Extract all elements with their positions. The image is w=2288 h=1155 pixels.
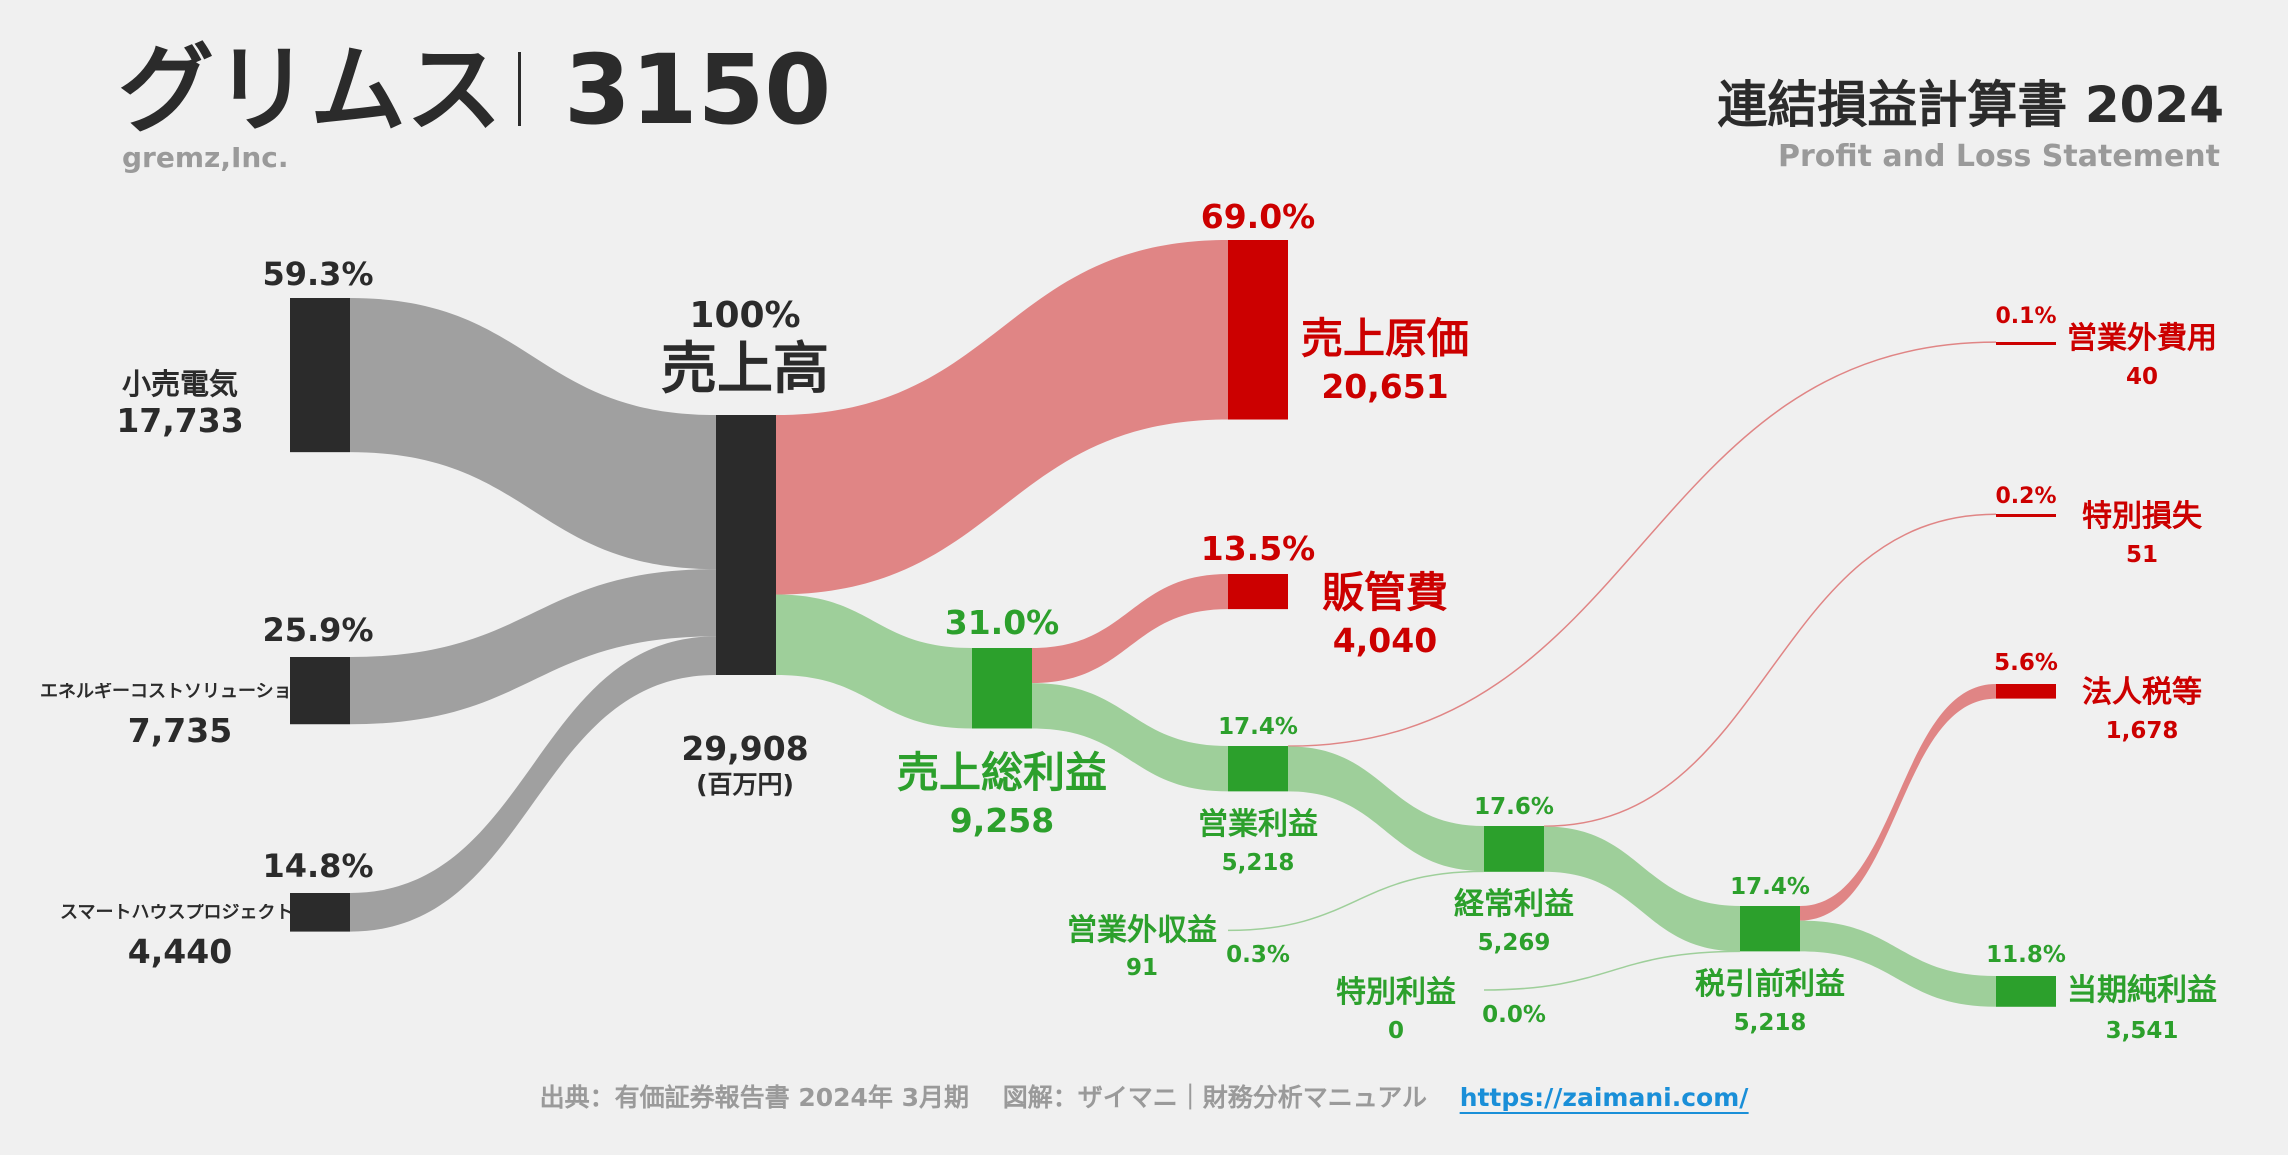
gross-percent: 31.0% [944,603,1060,642]
company-english-name: gremz,Inc. [122,141,289,174]
link-nonop_inc-to-ordinary [1227,870,1485,932]
source-text: 出典：有価証券報告書 2024年 3月期 図解：ザイマニ｜財務分析マニュアル [539,1083,1427,1112]
company-name: グリムス [118,34,502,146]
special-loss-percent: 0.2% [1995,484,2057,509]
net-value: 3,541 [2105,1018,2179,1044]
tax-label: 法人税等 [2082,675,2202,710]
link-op-to-ordinary [1288,746,1484,872]
sga-value: 4,040 [1332,621,1438,660]
title-divider [518,52,521,126]
op-value: 5,218 [1221,850,1295,876]
gross-label: 売上総利益 [896,748,1108,797]
special-gain-label: 特別利益 [1336,975,1456,1010]
link-revenue-to-cogs [776,240,1228,595]
tax-value: 1,678 [2105,718,2179,744]
nonop-income-label: 営業外収益 [1067,913,1217,948]
special-gain-value: 0 [1387,1018,1405,1044]
node-revenue [716,415,776,675]
energy-percent: 25.9% [262,611,374,649]
node-sga [1228,574,1288,610]
link-sp_gain-to-pretax [1483,950,1741,991]
node-pretax [1740,906,1800,952]
stock-code: 3150 [564,34,832,146]
ordinary-value: 5,269 [1477,930,1551,956]
sga-label: 販管費 [1321,568,1449,617]
link-revenue-to-gross [776,594,972,729]
node-sp_loss [1996,514,2056,517]
pretax-label: 税引前利益 [1695,967,1845,1002]
special-gain-percent: 0.0% [1482,1002,1546,1028]
revenue-label: 売上高 [661,337,829,402]
node-tax [1996,684,2056,699]
smart-label-clip: スマートハウスプロジェクト [60,904,292,928]
smart-label: スマートハウスプロジェクト [60,904,292,923]
tax-percent: 5.6% [1994,650,2058,676]
source-footer: 出典：有価証券報告書 2024年 3月期 図解：ザイマニ｜財務分析マニュアル h… [540,1078,1749,1114]
node-gross [972,648,1032,729]
cogs-value: 20,651 [1321,367,1449,406]
link-pretax-to-tax [1800,684,1996,921]
link-gross-to-sga [1032,574,1228,684]
revenue-value: 29,908 [681,729,809,768]
cogs-percent: 69.0% [1200,197,1316,236]
op-label: 営業利益 [1198,807,1318,842]
node-energy [290,657,350,725]
node-cogs [1228,240,1288,420]
link-energy-to-revenue [350,569,716,725]
link-retail-to-revenue [350,298,716,570]
nonop-income-value: 91 [1125,955,1159,981]
retail-percent: 59.3% [262,255,374,293]
node-smart [290,893,350,932]
special-loss-label: 特別損失 [2082,499,2202,534]
retail-label: 小売電気 [121,367,239,401]
link-ordinary-to-pretax [1544,826,1740,952]
energy-value: 7,735 [127,711,233,750]
link-ordinary-to-sp_loss [1543,513,1997,827]
op-percent: 17.4% [1218,714,1298,740]
smart-value: 4,440 [127,932,233,971]
link-smart-to-revenue [350,636,716,932]
link-op-to-nonop_exp [1287,341,1997,747]
retail-value: 17,733 [116,401,244,440]
ordinary-percent: 17.6% [1474,794,1554,820]
link-gross-to-op [1032,683,1228,792]
special-loss-value: 51 [2125,542,2159,568]
sga-percent: 13.5% [1200,529,1316,568]
pretax-percent: 17.4% [1730,874,1810,900]
energy-label-clip: エネルギーコストソリューション [40,683,288,707]
ordinary-label: 経常利益 [1454,887,1574,922]
nonop-expense-label: 営業外費用 [2067,321,2217,356]
nonop-expense-value: 40 [2125,364,2159,390]
net-label: 当期純利益 [2067,973,2217,1008]
revenue-unit: (百万円) [696,770,794,799]
node-op [1228,746,1288,792]
nonop-income-percent: 0.3% [1226,942,1290,968]
statement-subtitle: Profit and Loss Statement [1777,139,2220,174]
gross-value: 9,258 [949,801,1055,840]
node-retail [290,298,350,453]
node-net [1996,976,2056,1007]
energy-label: エネルギーコストソリューション [40,683,288,702]
node-nonop_exp [1996,342,2056,345]
revenue-percent: 100% [689,295,801,336]
zaimani-link[interactable]: https://zaimani.com/ [1459,1083,1749,1114]
smart-percent: 14.8% [262,847,374,885]
pretax-value: 5,218 [1733,1010,1807,1036]
statement-title: 連結損益計算書 2024 [1717,76,2224,134]
link-pretax-to-net [1800,920,1996,1007]
node-ordinary [1484,826,1544,872]
cogs-label: 売上原価 [1300,314,1470,363]
net-percent: 11.8% [1986,942,2066,968]
nonop-expense-percent: 0.1% [1995,304,2057,329]
